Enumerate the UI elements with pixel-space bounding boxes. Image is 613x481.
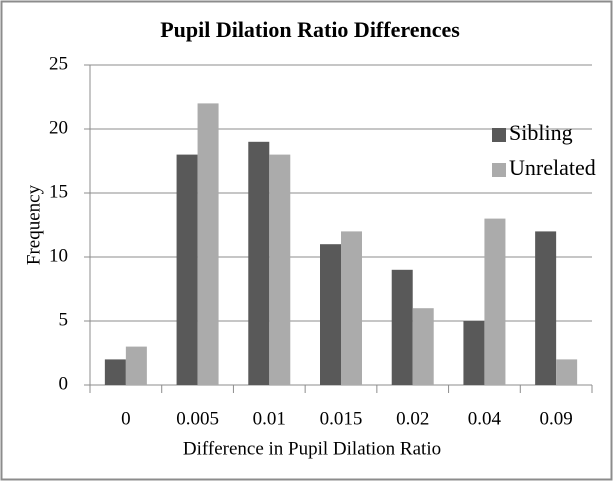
bar [248,141,270,385]
x-tick-label: 0.04 [468,408,502,429]
bar [463,321,485,385]
legend-swatch [492,163,506,177]
bar [125,346,147,385]
y-axis-label: Frequency [23,184,44,265]
x-tick-label: 0.005 [176,408,219,429]
bar [104,359,126,385]
x-tick-label: 0.01 [253,408,286,429]
y-tick-label: 25 [49,53,68,74]
x-tick-label: 0 [121,408,131,429]
bar [484,218,506,385]
x-tick-label: 0.09 [540,408,573,429]
bar [412,308,434,385]
bar [391,269,413,385]
bar [197,103,219,386]
y-tick-label: 10 [49,245,68,266]
y-tick-label: 20 [49,117,68,138]
x-axis-label: Difference in Pupil Dilation Ratio [183,438,441,459]
bar [269,154,291,385]
y-tick-label: 0 [59,373,69,394]
x-tick-label: 0.02 [396,408,429,429]
bar [556,359,578,385]
bar [341,231,362,385]
x-tick-label: 0.015 [320,408,363,429]
legend-label: Unrelated [509,155,596,180]
bar [320,244,341,385]
legend-label: Sibling [509,120,573,145]
y-tick-label: 15 [49,181,68,202]
y-tick-label: 5 [59,309,69,330]
bar [176,154,198,385]
bar [535,231,557,385]
chart-title: Pupil Dilation Ratio Differences [160,17,460,42]
legend-swatch [492,128,506,142]
